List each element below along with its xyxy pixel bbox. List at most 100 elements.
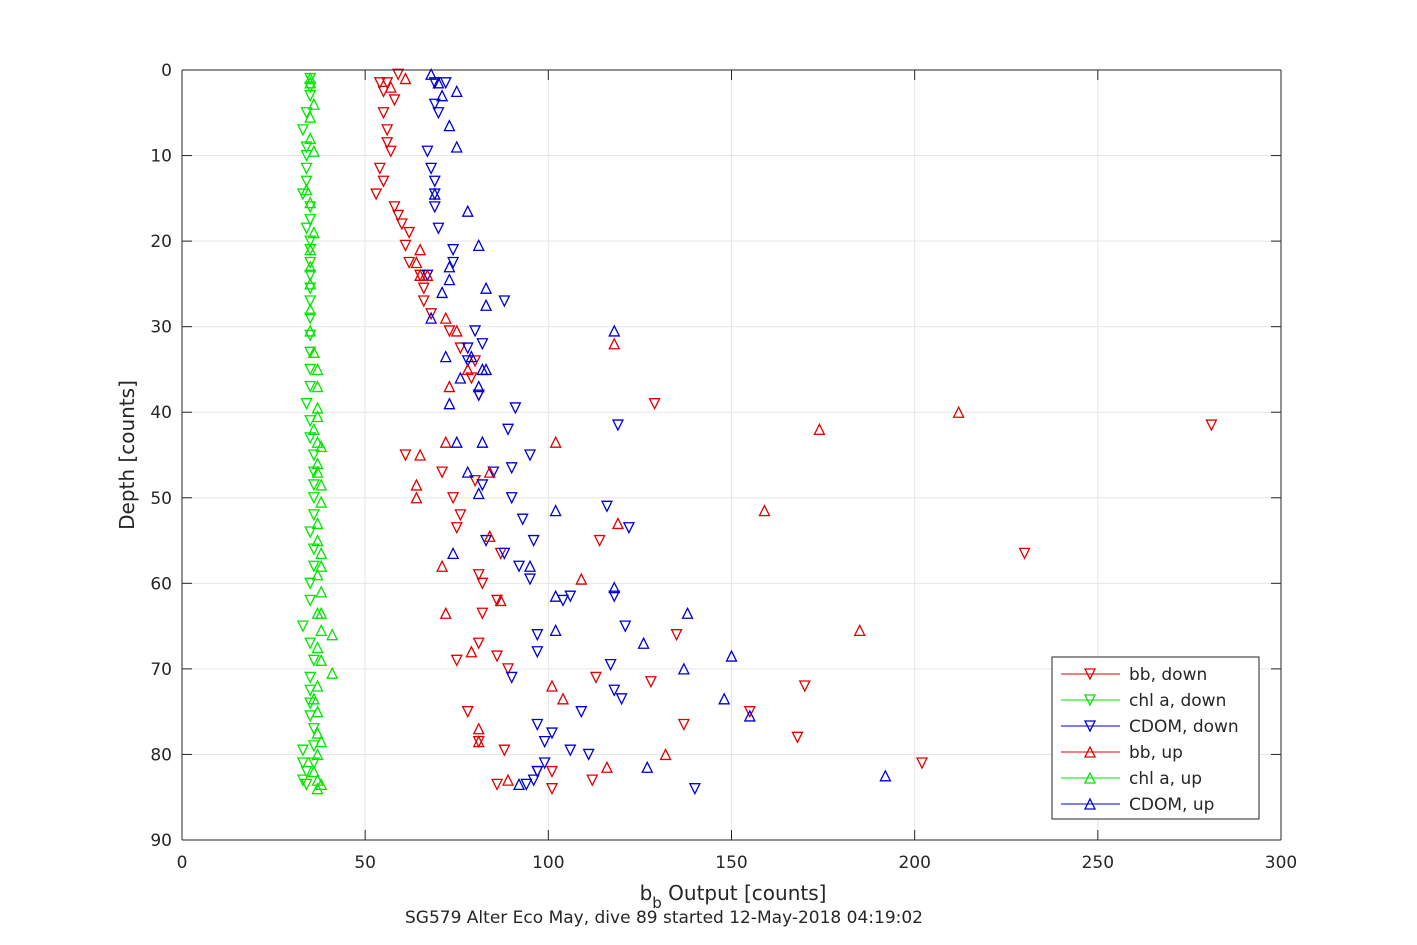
data-point [304, 201, 317, 214]
data-point [1018, 547, 1031, 560]
legend: bb, down chl a, down CDOM, down bb, up chl a… [1051, 656, 1260, 820]
data-point [436, 285, 449, 299]
data-point [304, 329, 317, 342]
data-point [307, 226, 320, 239]
data-point [326, 666, 339, 679]
data-point [853, 623, 866, 637]
data-point [300, 778, 313, 791]
data-point [505, 492, 518, 505]
data-point [414, 243, 427, 256]
data-point [461, 355, 474, 368]
data-point [428, 98, 441, 111]
data-point [454, 342, 467, 355]
axes [181, 69, 1282, 841]
data-point [304, 526, 317, 539]
data-point [300, 398, 313, 411]
data-point [450, 324, 463, 337]
data-point [307, 692, 320, 705]
data-point [494, 593, 507, 607]
data-point [307, 144, 320, 157]
data-point [531, 718, 544, 731]
data-point [399, 239, 412, 252]
data-point [304, 295, 317, 308]
data-point [311, 380, 324, 393]
data-point [300, 175, 313, 188]
data-point [403, 256, 416, 269]
data-point [311, 726, 324, 739]
series-0 [370, 68, 1218, 796]
data-point [315, 495, 328, 508]
data-point [443, 119, 456, 132]
data-point [480, 534, 493, 548]
y-tick-label: 60 [150, 574, 172, 594]
data-point [520, 778, 533, 791]
data-point [472, 389, 485, 402]
data-point [476, 577, 489, 590]
y-tick-label: 40 [150, 403, 172, 423]
y-tick-label: 30 [150, 318, 172, 338]
data-point [509, 402, 522, 415]
data-point [501, 423, 515, 436]
data-point [307, 345, 320, 358]
data-point [538, 757, 551, 770]
data-point [556, 692, 570, 705]
data-point [952, 405, 965, 418]
data-point [384, 145, 397, 158]
data-point [304, 269, 317, 282]
data-point [304, 363, 317, 376]
data-point [447, 256, 460, 269]
data-point [670, 629, 683, 642]
data-point [472, 637, 485, 650]
data-point [421, 268, 434, 281]
data-point [798, 680, 811, 693]
data-point [373, 162, 386, 175]
data-point [417, 295, 430, 308]
data-point [505, 462, 518, 475]
data-point [304, 214, 317, 227]
data-point [549, 623, 562, 637]
data-point [311, 516, 324, 530]
data-point [315, 777, 328, 791]
data-point [436, 89, 449, 102]
data-point [432, 222, 445, 235]
data-point [531, 646, 544, 659]
data-point [608, 337, 621, 350]
data-point [425, 162, 438, 175]
data-point [428, 201, 441, 214]
data-point [315, 439, 328, 453]
y-tick-label: 90 [150, 831, 172, 851]
data-point [619, 620, 632, 633]
data-point [538, 735, 551, 749]
data-point [476, 338, 489, 351]
data-point [399, 72, 412, 85]
data-point [586, 774, 599, 787]
legend-box [1051, 656, 1260, 820]
data-point [498, 547, 511, 560]
data-point [490, 594, 504, 607]
data-point [296, 188, 309, 201]
data-point [791, 731, 804, 744]
data-point [392, 209, 405, 222]
data-point [443, 397, 456, 410]
data-point [403, 226, 416, 240]
data-point [575, 706, 588, 719]
data-point [531, 765, 544, 779]
data-point [461, 362, 474, 376]
data-point [381, 137, 394, 150]
data-point [476, 607, 489, 620]
data-point [311, 782, 324, 795]
data-point [681, 606, 694, 619]
data-point [545, 765, 559, 779]
data-point [436, 559, 449, 572]
data-point [307, 765, 320, 778]
data-point [304, 260, 317, 273]
data-point [311, 641, 324, 654]
legend-marker-3 [1083, 745, 1097, 758]
data-point [879, 769, 892, 782]
data-point [450, 522, 463, 535]
data-point [311, 435, 324, 448]
data-point [575, 572, 588, 585]
data-point [608, 324, 621, 337]
